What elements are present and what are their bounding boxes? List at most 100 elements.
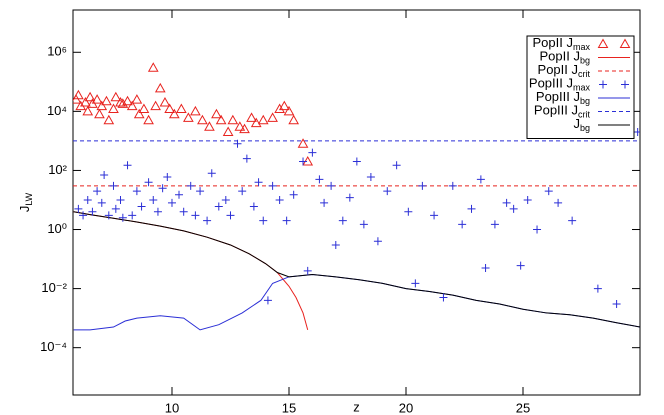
plus-marker	[299, 157, 308, 166]
plus-marker	[268, 181, 277, 190]
legend-box	[526, 35, 635, 139]
plus-marker	[163, 172, 172, 181]
plus-marker	[179, 207, 188, 216]
plus-marker	[79, 211, 88, 220]
plus-marker	[109, 181, 118, 190]
triangle-marker	[115, 96, 126, 107]
plus-marker	[242, 154, 251, 163]
plus-marker	[544, 187, 553, 196]
plus-marker	[100, 171, 109, 180]
plus-marker	[633, 128, 640, 137]
plus-marker	[186, 181, 195, 190]
plus-marker	[93, 187, 102, 196]
plus-marker	[214, 202, 223, 211]
plus-marker	[593, 284, 602, 293]
plus-marker	[263, 296, 272, 305]
triangle-marker	[227, 114, 239, 125]
triangle-marker	[183, 112, 194, 122]
triangle-marker	[154, 82, 166, 93]
x-axis-label: z	[353, 399, 360, 414]
legend-label: PopII Jcrit	[538, 62, 591, 79]
triangle-marker	[211, 108, 222, 119]
plus-marker	[568, 216, 577, 225]
triangle-marker	[110, 91, 122, 102]
plus-marker	[233, 139, 242, 148]
plus-marker	[490, 220, 499, 229]
triangle-marker	[239, 123, 250, 134]
triangle-marker	[96, 100, 108, 111]
triangle-marker	[267, 112, 278, 122]
x-tick-label: 25	[516, 400, 530, 415]
y-tick-label: 10⁶	[47, 44, 67, 59]
plus-marker	[467, 204, 476, 213]
plus-marker	[516, 261, 525, 270]
plus-marker	[303, 266, 312, 275]
x-tick-label: 10	[165, 400, 179, 415]
triangle-marker	[126, 100, 138, 111]
triangle-marker	[133, 108, 145, 119]
triangle-marker	[257, 114, 269, 125]
plus-marker	[97, 198, 106, 207]
y-tick-label: 10²	[48, 162, 67, 177]
legend-marker	[597, 38, 609, 48]
plus-marker	[411, 279, 420, 288]
plus-marker	[404, 207, 413, 216]
plus-marker	[392, 161, 401, 170]
x-tick-label: 15	[282, 400, 296, 415]
plus-marker	[111, 204, 120, 213]
plus-marker	[289, 190, 298, 199]
triangle-marker	[234, 121, 246, 131]
triangle-marker	[190, 105, 201, 116]
plus-marker	[320, 198, 329, 207]
plus-marker	[254, 178, 263, 187]
plus-marker	[116, 195, 125, 204]
legend-marker	[621, 80, 629, 89]
plus-marker	[502, 198, 511, 207]
line	[73, 211, 309, 331]
plus-marker	[352, 157, 361, 166]
triangle-marker	[117, 98, 129, 108]
plus-marker	[359, 220, 368, 229]
plus-marker	[439, 293, 448, 302]
plus-marker	[167, 198, 176, 207]
plus-marker	[153, 207, 162, 216]
plus-marker	[238, 187, 247, 196]
plus-marker	[366, 172, 375, 181]
plus-marker	[373, 237, 382, 246]
plus-marker	[118, 213, 127, 222]
plus-marker	[331, 240, 340, 249]
triangle-marker	[278, 100, 290, 111]
legend-marker	[599, 80, 607, 89]
plus-marker	[144, 178, 153, 187]
plus-marker	[418, 181, 427, 190]
triangle-marker	[73, 89, 84, 100]
triangle-marker	[94, 108, 105, 119]
triangle-marker	[246, 112, 257, 122]
legend-label: Jbg	[573, 116, 590, 133]
plus-marker	[338, 216, 347, 225]
triangle-marker	[84, 91, 96, 102]
legend-marker	[619, 38, 631, 48]
plus-marker	[149, 195, 158, 204]
triangle-marker	[91, 94, 103, 104]
triangle-marker	[175, 103, 187, 114]
triangle-marker	[101, 95, 112, 106]
plus-marker	[74, 204, 83, 213]
triangle-marker	[215, 114, 227, 125]
triangle-marker	[80, 96, 91, 107]
plus-marker	[315, 175, 324, 184]
plot-layer	[73, 62, 640, 331]
plot-frame	[72, 9, 641, 396]
plus-marker	[430, 211, 439, 220]
triangle-marker	[302, 156, 314, 166]
legend-label: PopIII Jcrit	[534, 103, 591, 120]
triangle-marker	[222, 126, 234, 137]
plus-marker	[275, 195, 284, 204]
line	[73, 211, 640, 328]
plus-marker	[481, 263, 490, 272]
plus-marker	[207, 169, 216, 178]
plus-marker	[88, 207, 97, 216]
y-tick-label: 10⁴	[47, 103, 67, 118]
plus-marker	[383, 187, 392, 196]
plus-marker	[282, 216, 291, 225]
